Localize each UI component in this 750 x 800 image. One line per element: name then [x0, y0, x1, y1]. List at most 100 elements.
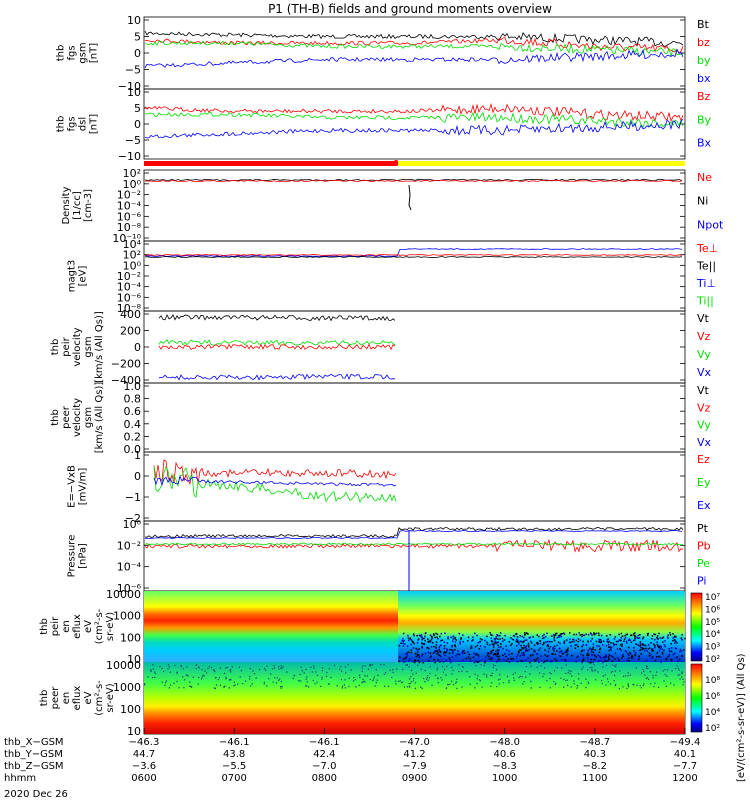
trace-Pi: [144, 530, 683, 539]
ylabel-peer_velocity: thbpeervelocitygsm[km/s (All Qs)]: [50, 382, 105, 454]
xtick-z: −3.6: [132, 761, 156, 772]
ylabel-peir_eflux: thbpeirenefluxeV(cm²-s-sr-eV): [39, 608, 116, 644]
ytick-label: 10000: [106, 659, 141, 672]
ylabel-efield: E=−VxB[mV/m]: [67, 465, 89, 508]
xtick-y: 40.3: [584, 749, 606, 760]
xtick-x: −48.7: [580, 737, 611, 748]
colorbar-peir-label: 10⁷: [705, 593, 720, 603]
trace-Ne: [145, 179, 683, 183]
legend-temperature-Te||: Te||: [696, 260, 716, 273]
ytick-label: 400: [120, 308, 141, 321]
ytick-label: −1: [125, 491, 141, 504]
ytick-label: 0.8: [124, 393, 142, 406]
ytick-label: −5: [125, 64, 141, 77]
xtick-x: −47.0: [399, 737, 430, 748]
legend-peer_velocity-Vy: Vy: [697, 419, 711, 432]
ytick-label: 10⁰: [123, 259, 142, 272]
legend-efield-Ez: Ez: [697, 453, 710, 466]
ytick-label: 200: [120, 325, 141, 338]
xtick-x: −46.1: [309, 737, 340, 748]
trace-Vy (peir): [158, 339, 396, 346]
legend-temperature-Ti⊥: Ti⊥: [696, 277, 716, 290]
legend-fgs_dsl-By: By: [697, 113, 712, 126]
ytick-label: 0.4: [124, 418, 142, 431]
peer-spectrogram: [144, 662, 685, 734]
colorbar-peir-label: 10⁵: [705, 618, 720, 628]
colorbar-peir-label: 10³: [705, 643, 720, 653]
trace-Bt: [144, 31, 684, 48]
xtick-z: −8.3: [493, 761, 517, 772]
status-bar-marker: [393, 160, 399, 166]
legend-peir_velocity-Vz: Vz: [697, 330, 711, 343]
panel-frame-peir_velocity: [143, 310, 686, 384]
colorbar-peer-label: 10⁴: [705, 708, 720, 718]
ytick-label: 0: [134, 118, 141, 131]
ylabel-peir_velocity: thbpeirvelocitygsm[km/s (All Qs)]: [50, 311, 105, 383]
ytick-label: −2: [125, 512, 141, 525]
legend-peer_velocity-Vz: Vz: [697, 401, 711, 414]
legend-peer_velocity-Vt: Vt: [697, 384, 710, 397]
legend-efield-Ex: Ex: [697, 499, 711, 512]
legend-peir_velocity-Vt: Vt: [697, 312, 710, 325]
trace-Pb: [144, 538, 684, 553]
ytick-label: 10⁻¹⁰: [112, 232, 141, 245]
ytick-label: −400: [111, 374, 141, 387]
trace-Ti: [144, 248, 683, 257]
legend-fgs_gsm-bz: bz: [697, 36, 710, 49]
legend-peir_velocity-Vx: Vx: [697, 366, 712, 379]
ytick-label: 10⁻²: [117, 539, 141, 552]
ytick-label: 1000: [113, 610, 141, 623]
trace-dsl-bx: [144, 119, 684, 139]
trace-Vx (peir): [158, 373, 396, 381]
trace-by: [144, 40, 684, 57]
legend-temperature-Ti||: Ti||: [696, 295, 714, 308]
ytick-label: 0.6: [124, 405, 142, 418]
legend-pressure-Pb: Pb: [697, 540, 711, 553]
panel-frame-fgs_dsl: [143, 88, 686, 160]
legend-peir_velocity-Vy: Vy: [697, 348, 711, 361]
trace-Te: [144, 254, 683, 256]
trace-dsl-bz: [144, 102, 684, 123]
xtick-t: 0800: [312, 773, 337, 784]
trace-Vt (peir): [158, 313, 396, 322]
legend-fgs_dsl-Bx: Bx: [697, 137, 712, 150]
xtick-z: −5.5: [222, 761, 246, 772]
legend-temperature-Te⊥: Te⊥: [696, 242, 718, 255]
ytick-label: 0: [134, 47, 141, 60]
ytick-label: 1000: [113, 681, 141, 694]
panel-frame-pressure: [143, 520, 686, 592]
panel-frame-temperature: [143, 240, 686, 312]
xtick-t: 1000: [492, 773, 517, 784]
ytick-label: 10⁻⁶: [117, 582, 142, 595]
legend-density-Ne: Ne: [697, 171, 712, 184]
status-bar-red: [144, 161, 396, 166]
ylabel-fgs_gsm: thbfgsgsm[nT]: [56, 42, 100, 63]
ytick-label: 1.0: [124, 380, 142, 393]
ytick-label: 10000: [106, 588, 141, 601]
panel-frame-peer_velocity: [143, 382, 686, 453]
colorbar-peir-label: 10⁶: [705, 605, 720, 615]
colorbar-peer: [690, 663, 703, 733]
ytick-label: 100: [120, 631, 141, 644]
legend-peer_velocity-Vx: Vx: [697, 436, 712, 449]
xtick-y: 41.2: [403, 749, 425, 760]
xaxis-row-label: hhmm: [4, 773, 36, 784]
ytick-label: 10⁻⁴: [117, 200, 142, 213]
xaxis-row-label: thb_Y−GSM: [4, 749, 63, 760]
xtick-z: −7.9: [402, 761, 426, 772]
legend-pressure-Pt: Pt: [697, 522, 709, 535]
colorbar-peir: [690, 592, 703, 662]
ytick-label: 10⁻⁶: [117, 210, 142, 223]
ytick-label: 10⁰: [123, 518, 142, 531]
xtick-y: 40.1: [674, 749, 696, 760]
trace-Te-par: [144, 256, 683, 258]
trace-Ex: [153, 475, 397, 487]
xtick-x: −46.1: [219, 737, 250, 748]
xtick-t: 0700: [221, 773, 246, 784]
trace-dsl-by: [144, 111, 684, 129]
colorbar-peer-label: 10⁶: [705, 692, 720, 702]
xtick-t: 1100: [582, 773, 607, 784]
date-label: 2020 Dec 26: [4, 789, 68, 800]
ylabel-temperature: magt3[eV]: [67, 260, 89, 293]
